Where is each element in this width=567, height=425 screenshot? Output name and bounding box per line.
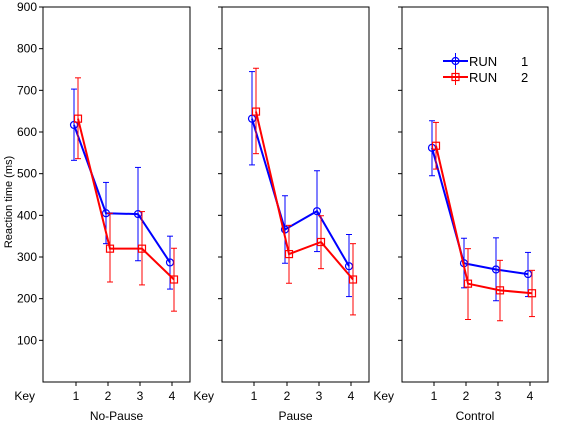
data-point — [348, 275, 358, 284]
series-run-2 — [431, 121, 537, 322]
series-line — [77, 118, 175, 281]
legend-label: RUN — [469, 54, 497, 69]
x-axis-title: Key — [14, 389, 35, 403]
y-tick-label: 100 — [17, 333, 37, 347]
legend: RUN 1 RUN 2 — [443, 53, 528, 85]
x-tick-label: 2 — [463, 389, 470, 403]
panel-frame — [42, 6, 191, 383]
x-tick-label: 4 — [348, 389, 355, 403]
data-point — [463, 279, 473, 288]
panel-no-pause: 100 200 300 400 500 600 700 800 900 Key 1 2 3 4 No-Pau… — [14, 0, 191, 423]
data-point — [312, 207, 322, 216]
y-tick-label: 800 — [17, 42, 37, 56]
x-tick-label: 1 — [73, 389, 80, 403]
panel-label: Pause — [278, 409, 312, 423]
x-axis-title: Key — [373, 389, 394, 403]
data-point — [137, 244, 147, 253]
panel-frame — [221, 6, 370, 383]
legend-value: 2 — [521, 70, 528, 85]
series-run-1 — [69, 88, 175, 290]
y-tick-label: 900 — [17, 0, 37, 14]
series-run-1 — [247, 71, 354, 298]
y-tick-label: 200 — [17, 292, 37, 306]
data-point — [251, 107, 261, 116]
x-axis-title: Key — [193, 389, 214, 403]
series-line — [435, 145, 533, 295]
data-point — [316, 237, 326, 247]
data-point — [284, 249, 294, 259]
y-tick-label: 400 — [17, 208, 37, 222]
data-point — [495, 286, 505, 295]
x-tick-label: 4 — [527, 389, 534, 403]
legend-value: 1 — [521, 54, 528, 69]
series-run-2 — [73, 77, 179, 312]
panel-pause: Key 1 2 3 4 Pause — [193, 6, 370, 423]
x-tick-label: 2 — [105, 389, 112, 403]
data-point — [169, 275, 179, 284]
panel-label: No-Pause — [90, 409, 144, 423]
y-tick-label: 300 — [17, 250, 37, 264]
legend-label: RUN — [469, 70, 497, 85]
y-tick-label: 500 — [17, 167, 37, 181]
data-point — [105, 244, 115, 253]
x-tick-label: 3 — [495, 389, 502, 403]
series-run-2 — [251, 67, 358, 316]
y-tick-label: 600 — [17, 125, 37, 139]
x-tick-label: 3 — [137, 389, 144, 403]
x-tick-label: 1 — [251, 389, 258, 403]
data-point — [527, 289, 537, 298]
series-line — [255, 111, 354, 281]
y-tick-label: 700 — [17, 83, 37, 97]
x-tick-label: 3 — [316, 389, 323, 403]
series-run-1 — [427, 120, 533, 302]
y-axis-label: Reaction time (ms) — [3, 156, 15, 248]
legend-entry: RUN 2 — [443, 69, 528, 85]
data-point — [73, 114, 83, 123]
series-line — [73, 124, 171, 263]
data-point — [431, 141, 441, 150]
x-tick-label: 1 — [431, 389, 438, 403]
series-line — [431, 147, 529, 276]
x-tick-label: 2 — [284, 389, 291, 403]
panel-frame — [401, 6, 549, 383]
panel-label: Control — [456, 409, 495, 423]
legend-entry: RUN 1 — [443, 53, 528, 69]
series-line — [251, 118, 350, 267]
x-tick-label: 4 — [169, 389, 176, 403]
